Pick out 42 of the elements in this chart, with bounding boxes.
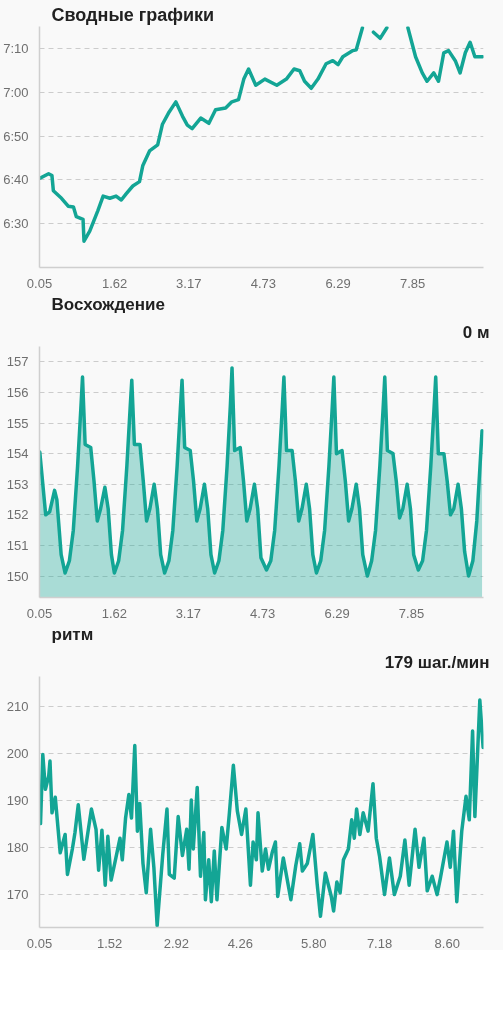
x-tick-label: 0.05: [26, 605, 53, 621]
y-tick-label: 150: [6, 568, 29, 584]
x-tick-label: 4.73: [250, 605, 276, 621]
y-tick-label: 7:00: [3, 84, 29, 100]
x-tick-label: 5.80: [301, 935, 327, 951]
y-tick-label: 7:10: [3, 40, 29, 56]
x-tick-label: 1.62: [101, 275, 128, 291]
x-tick-label: 6.29: [325, 275, 351, 291]
x-tick-label: 1.52: [96, 935, 123, 951]
x-tick-label: 4.73: [250, 275, 277, 291]
x-tick-label: 8.60: [434, 935, 460, 951]
chart-title: Восхождение: [51, 294, 165, 314]
x-tick-label: 7.85: [400, 275, 426, 291]
chart-title: Сводные графики: [51, 4, 215, 25]
chart-title: ритм: [51, 624, 94, 644]
x-tick-label: 3.17: [175, 605, 201, 621]
x-tick-label: 6.29: [324, 605, 350, 621]
x-tick-label: 7.85: [398, 605, 425, 621]
y-tick-label: 151: [6, 537, 29, 553]
x-tick-label: 0.05: [26, 935, 53, 951]
x-tick-label: 0.05: [26, 275, 53, 291]
x-tick-label: 7.18: [366, 935, 393, 951]
y-tick-label: 157: [6, 354, 29, 370]
y-tick-label: 155: [6, 415, 29, 431]
y-tick-label: 6:50: [3, 128, 29, 144]
chart-subtitle: 0 м: [462, 322, 490, 342]
y-tick-label: 180: [6, 840, 29, 856]
x-tick-label: 1.62: [101, 605, 128, 621]
y-tick-label: 153: [6, 476, 29, 492]
y-tick-label: 152: [6, 507, 29, 523]
x-tick-label: 4.26: [227, 935, 253, 951]
x-tick-label: 3.17: [176, 275, 202, 291]
y-tick-label: 6:30: [3, 216, 29, 232]
y-tick-label: 154: [6, 446, 29, 462]
y-tick-label: 210: [6, 699, 29, 715]
y-tick-label: 156: [6, 384, 29, 400]
y-tick-label: 200: [6, 746, 29, 762]
x-tick-label: 2.92: [163, 935, 190, 951]
y-tick-label: 6:40: [3, 172, 29, 188]
y-tick-label: 190: [6, 793, 29, 809]
chart-subtitle: 179 шаг./мин: [384, 652, 490, 672]
y-tick-label: 170: [6, 887, 29, 903]
